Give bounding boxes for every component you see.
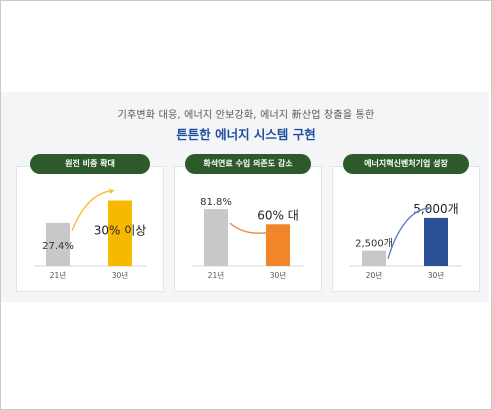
tick-label: 30년 (270, 270, 287, 280)
headline: 튼튼한 에너지 시스템 구현 (176, 127, 316, 142)
chart-fossil-import: 21년 30년 81.8% 60% 대 (192, 197, 304, 280)
data-label: 5,000개 (413, 202, 458, 216)
arrow-head-icon (108, 188, 114, 195)
trend-arrow (387, 207, 431, 259)
arrow-head-icon (424, 205, 430, 212)
bar-30년 (266, 224, 290, 266)
trend-arrow (229, 222, 271, 234)
subtitle: 기후변화 대응, 에너지 안보강화, 에너지 新산업 창출을 통한 (117, 110, 375, 121)
tick-label: 30년 (428, 270, 445, 280)
trend-arrow (71, 189, 115, 232)
chart-card-2 (174, 166, 322, 292)
data-label: 81.8% (200, 197, 232, 208)
tick-label: 20년 (366, 270, 383, 280)
bar-30년 (108, 200, 132, 266)
bar-21년 (204, 209, 228, 266)
bar-20년 (362, 250, 386, 266)
data-label: 60% 대 (257, 208, 299, 222)
chart-title-pill-3: 에너지혁신벤처기업 성장 (343, 154, 469, 174)
chart-card-3 (332, 166, 480, 292)
tick-label: 21년 (50, 270, 67, 280)
bar-21년 (46, 222, 70, 266)
bar-30년 (424, 217, 448, 266)
chart-nuclear-share: 21년 30년 27.4% 30% 이상 (34, 188, 147, 280)
chart-card-1 (16, 166, 164, 292)
tick-label: 30년 (112, 270, 129, 280)
data-label: 2,500개 (355, 238, 393, 250)
tick-label: 21년 (208, 270, 225, 280)
data-label: 30% 이상 (94, 224, 147, 238)
chart-title-pill-1: 원전 비중 확대 (30, 154, 150, 174)
data-label: 27.4% (42, 241, 74, 252)
arrow-head-icon (264, 232, 271, 238)
chart-title-pill-2: 화석연료 수입 의존도 감소 (185, 154, 311, 174)
chart-venture-growth: 20년 30년 2,500개 5,000개 (350, 202, 462, 280)
